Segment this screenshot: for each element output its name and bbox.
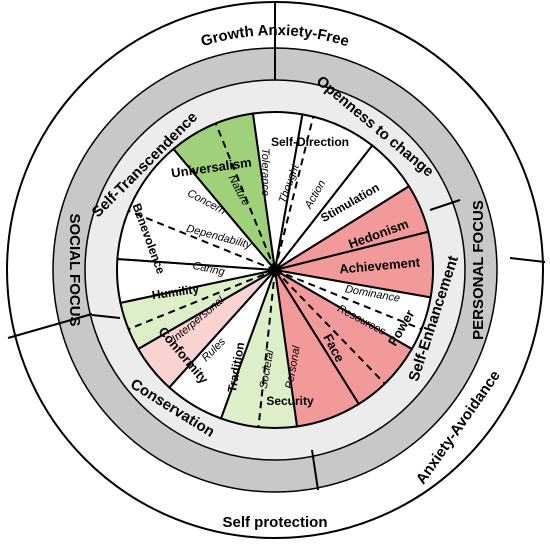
value-label-tolerance: Tolerance [259, 148, 271, 196]
value-wedges [116, 111, 434, 429]
social-focus-label: SOCIAL FOCUS [66, 213, 83, 326]
personal-focus-label: PERSONAL FOCUS [470, 200, 487, 340]
value-label-achievement: Achievement [339, 254, 422, 276]
sub-divider-5 [128, 269, 276, 331]
value-label-self-direction: Self-Direction [271, 135, 349, 149]
value-label-humility: Humility [151, 282, 200, 302]
sub-divider-4 [257, 269, 276, 428]
sub-divider-6 [128, 209, 276, 271]
sub-value-dividers [128, 116, 422, 428]
sub-divider-3 [274, 269, 386, 385]
outer-label-self-protection: Self protection [222, 514, 327, 531]
wedge-benevolence [116, 147, 278, 272]
sub-divider-2 [274, 269, 422, 331]
center-hub [269, 264, 281, 276]
ring-dividers [7, 2, 546, 491]
value-label-security: Security [266, 394, 314, 408]
sub-divider-1 [274, 116, 315, 271]
sub-divider-0 [214, 123, 276, 271]
wedge-universalism-concern-nature [172, 112, 277, 274]
